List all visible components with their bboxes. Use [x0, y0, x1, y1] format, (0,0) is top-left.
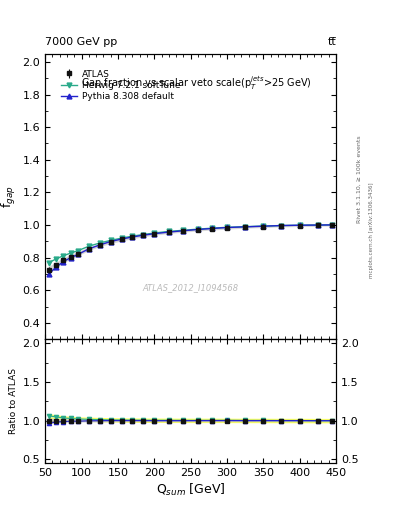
Pythia 8.308 default: [46, 271, 51, 277]
Line: Pythia 8.308 default: Pythia 8.308 default: [46, 222, 335, 276]
Pythia 8.308 default: [68, 254, 73, 261]
Pythia 8.308 default: [54, 264, 59, 270]
Text: Gap fraction vs scalar veto scale(p$_T^{jets}$>25 GeV): Gap fraction vs scalar veto scale(p$_T^{…: [81, 74, 312, 92]
Pythia 8.308 default: [196, 226, 200, 232]
Herwig 7.2.1 softTune: [97, 240, 102, 246]
Herwig 7.2.1 softTune: [75, 248, 80, 254]
Pythia 8.308 default: [141, 232, 146, 238]
Herwig 7.2.1 softTune: [225, 224, 230, 230]
Pythia 8.308 default: [210, 225, 215, 231]
Line: Herwig 7.2.1 softTune: Herwig 7.2.1 softTune: [46, 222, 335, 265]
Pythia 8.308 default: [152, 230, 156, 237]
Herwig 7.2.1 softTune: [167, 228, 171, 234]
Herwig 7.2.1 softTune: [196, 226, 200, 232]
Herwig 7.2.1 softTune: [130, 233, 135, 239]
Pythia 8.308 default: [130, 234, 135, 240]
Pythia 8.308 default: [61, 259, 66, 265]
Pythia 8.308 default: [86, 246, 91, 252]
Herwig 7.2.1 softTune: [316, 222, 320, 228]
Herwig 7.2.1 softTune: [141, 231, 146, 238]
Pythia 8.308 default: [225, 224, 230, 230]
Herwig 7.2.1 softTune: [152, 230, 156, 236]
Pythia 8.308 default: [330, 222, 335, 228]
Pythia 8.308 default: [108, 239, 113, 245]
Pythia 8.308 default: [279, 223, 284, 229]
Herwig 7.2.1 softTune: [181, 227, 186, 233]
Herwig 7.2.1 softTune: [108, 237, 113, 243]
Text: ATLAS_2012_I1094568: ATLAS_2012_I1094568: [143, 283, 239, 292]
Herwig 7.2.1 softTune: [61, 252, 66, 259]
Pythia 8.308 default: [181, 228, 186, 234]
Pythia 8.308 default: [75, 251, 80, 258]
Text: mcplots.cern.ch [arXiv:1306.3436]: mcplots.cern.ch [arXiv:1306.3436]: [369, 183, 374, 278]
Herwig 7.2.1 softTune: [210, 225, 215, 231]
Pythia 8.308 default: [316, 222, 320, 228]
Pythia 8.308 default: [298, 222, 302, 228]
Legend: ATLAS, Herwig 7.2.1 softTune, Pythia 8.308 default: ATLAS, Herwig 7.2.1 softTune, Pythia 8.3…: [59, 67, 183, 104]
Pythia 8.308 default: [243, 224, 248, 230]
Herwig 7.2.1 softTune: [68, 250, 73, 256]
Herwig 7.2.1 softTune: [330, 222, 335, 228]
Herwig 7.2.1 softTune: [46, 260, 51, 266]
Y-axis label: f$_{gap}$: f$_{gap}$: [0, 185, 18, 208]
Text: 7000 GeV pp: 7000 GeV pp: [45, 37, 118, 47]
Herwig 7.2.1 softTune: [298, 222, 302, 228]
Herwig 7.2.1 softTune: [243, 224, 248, 230]
X-axis label: Q$_{sum}$ [GeV]: Q$_{sum}$ [GeV]: [156, 482, 225, 499]
Pythia 8.308 default: [97, 242, 102, 248]
Y-axis label: Ratio to ATLAS: Ratio to ATLAS: [9, 368, 18, 434]
Herwig 7.2.1 softTune: [86, 243, 91, 249]
Herwig 7.2.1 softTune: [279, 223, 284, 229]
Pythia 8.308 default: [261, 223, 266, 229]
Herwig 7.2.1 softTune: [261, 223, 266, 229]
Text: Rivet 3.1.10, ≥ 100k events: Rivet 3.1.10, ≥ 100k events: [357, 135, 362, 223]
Text: tt̅: tt̅: [327, 37, 336, 47]
Herwig 7.2.1 softTune: [54, 256, 59, 262]
Herwig 7.2.1 softTune: [119, 235, 124, 241]
Pythia 8.308 default: [119, 236, 124, 242]
Pythia 8.308 default: [167, 229, 171, 235]
